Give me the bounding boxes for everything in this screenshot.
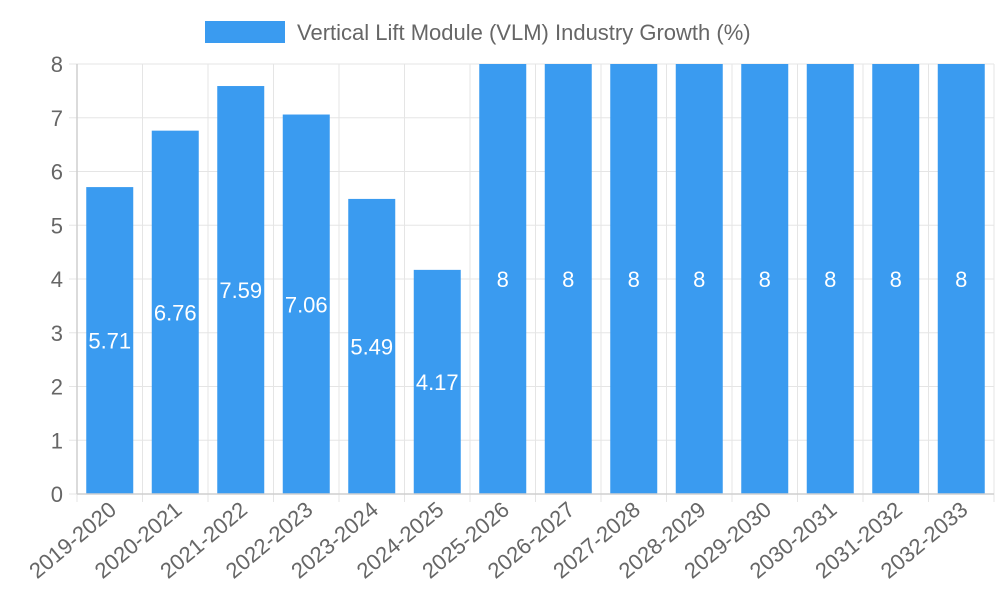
y-tick-label: 6 xyxy=(51,160,63,185)
data-label: 8 xyxy=(628,267,640,292)
y-axis-ticks: 0 1 2 3 4 5 6 7 8 xyxy=(51,52,63,507)
bar xyxy=(544,64,592,494)
axes xyxy=(76,64,994,495)
bar xyxy=(806,64,854,494)
data-labels: 5.71 6.76 7.59 7.06 5.49 4.17 8 8 8 8 8 8 8 8 xyxy=(88,267,967,395)
data-label: 4.17 xyxy=(416,370,459,395)
data-label: 8 xyxy=(562,267,574,292)
data-label: 7.59 xyxy=(219,278,262,303)
x-axis-ticks: 2019-20202020-20212021-20222022-20232023… xyxy=(24,497,972,584)
bar xyxy=(872,64,920,494)
y-tick-label: 0 xyxy=(51,482,63,507)
y-tick-label: 7 xyxy=(51,106,63,131)
y-tick-label: 8 xyxy=(51,52,63,77)
legend-label: Vertical Lift Module (VLM) Industry Grow… xyxy=(297,20,751,45)
data-label: 8 xyxy=(824,267,836,292)
data-label: 5.71 xyxy=(88,329,131,354)
bar xyxy=(675,64,723,494)
data-label: 8 xyxy=(497,267,509,292)
legend-swatch xyxy=(205,21,285,43)
bar xyxy=(86,187,134,494)
bar xyxy=(479,64,527,494)
data-label: 8 xyxy=(693,267,705,292)
bar xyxy=(282,114,330,495)
bar xyxy=(610,64,658,494)
data-label: 5.49 xyxy=(350,334,393,359)
data-label: 8 xyxy=(955,267,967,292)
y-tick-label: 1 xyxy=(51,428,63,453)
y-tick-label: 4 xyxy=(51,267,63,292)
y-tick-label: 5 xyxy=(51,213,63,238)
bar xyxy=(937,64,985,494)
data-label: 7.06 xyxy=(285,292,328,317)
bar xyxy=(741,64,789,494)
bar xyxy=(413,269,461,494)
chart-legend: Vertical Lift Module (VLM) Industry Grow… xyxy=(205,20,751,45)
y-tick-label: 2 xyxy=(51,375,63,400)
data-label: 8 xyxy=(759,267,771,292)
bars xyxy=(86,64,985,495)
bar xyxy=(217,86,265,494)
gridlines xyxy=(69,63,995,502)
data-label: 8 xyxy=(890,267,902,292)
bar xyxy=(151,130,199,494)
data-label: 6.76 xyxy=(154,300,197,325)
bar xyxy=(348,198,396,494)
y-tick-label: 3 xyxy=(51,321,63,346)
